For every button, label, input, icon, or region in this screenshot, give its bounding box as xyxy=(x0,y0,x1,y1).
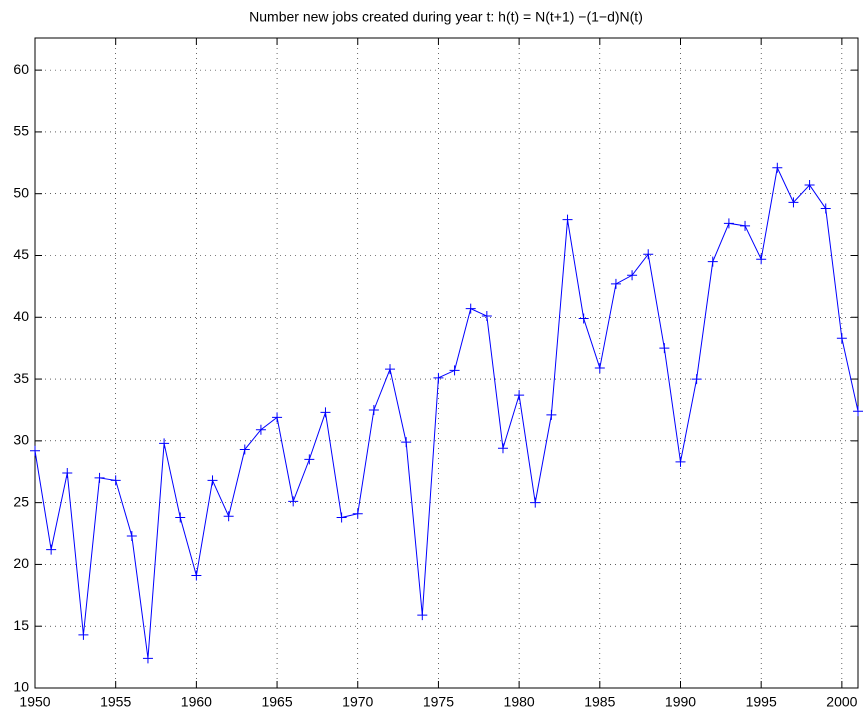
data-marker xyxy=(352,508,363,519)
data-marker xyxy=(756,254,767,265)
data-marker xyxy=(94,472,105,483)
data-marker xyxy=(223,511,234,522)
data-marker xyxy=(497,443,508,454)
data-marker xyxy=(530,497,541,508)
data-marker xyxy=(142,653,153,664)
data-marker xyxy=(239,444,250,455)
data-marker xyxy=(417,610,428,621)
y-tick-label: 30 xyxy=(13,432,29,448)
data-marker xyxy=(159,438,170,449)
y-tick-label: 60 xyxy=(13,61,29,77)
y-tick-label: 35 xyxy=(13,370,29,386)
x-tick-label: 1995 xyxy=(746,694,777,710)
x-tick-label: 1965 xyxy=(261,694,292,710)
data-marker xyxy=(126,531,137,542)
data-marker xyxy=(723,218,734,229)
data-marker xyxy=(691,374,702,385)
data-line xyxy=(34,166,859,659)
x-tick-label: 1950 xyxy=(19,694,50,710)
data-marker xyxy=(610,278,621,289)
data-marker xyxy=(272,412,283,423)
data-marker xyxy=(772,162,783,173)
data-marker xyxy=(465,303,476,314)
data-marker xyxy=(78,629,89,640)
plot-area xyxy=(35,38,858,688)
data-marker xyxy=(288,496,299,507)
y-tick-label: 40 xyxy=(13,308,29,324)
data-marker xyxy=(804,180,815,191)
data-marker xyxy=(175,512,186,523)
data-marker xyxy=(853,406,863,417)
data-marker xyxy=(46,544,57,555)
data-marker xyxy=(562,214,573,225)
x-tick-label: 1955 xyxy=(100,694,131,710)
data-marker xyxy=(820,203,831,214)
data-marker xyxy=(401,437,412,448)
x-tick-label: 1980 xyxy=(504,694,535,710)
y-tick-label: 15 xyxy=(13,617,29,633)
data-marker xyxy=(191,570,202,581)
y-tick-label: 10 xyxy=(13,679,29,695)
data-marker xyxy=(207,475,218,486)
data-marker xyxy=(255,424,266,435)
data-marker xyxy=(788,197,799,208)
y-tick-label: 55 xyxy=(13,123,29,139)
data-marker xyxy=(643,249,654,260)
x-tick-label: 1990 xyxy=(665,694,696,710)
y-tick-label: 20 xyxy=(13,555,29,571)
x-tick-label: 1975 xyxy=(423,694,454,710)
chart-title: Number new jobs created during year t: h… xyxy=(249,9,643,25)
data-marker xyxy=(594,362,605,373)
data-marker xyxy=(449,365,460,376)
data-marker xyxy=(707,256,718,267)
data-marker xyxy=(30,445,40,456)
data-marker xyxy=(481,311,492,322)
data-marker xyxy=(675,456,686,467)
data-marker xyxy=(110,475,121,486)
y-tick-label: 25 xyxy=(13,493,29,509)
x-tick-label: 1985 xyxy=(584,694,615,710)
data-marker xyxy=(546,409,557,420)
y-tick-label: 50 xyxy=(13,184,29,200)
data-marker xyxy=(433,372,444,383)
data-marker xyxy=(578,313,589,324)
data-marker xyxy=(336,512,347,523)
data-marker xyxy=(385,364,396,375)
x-tick-label: 1960 xyxy=(181,694,212,710)
data-marker xyxy=(627,270,638,281)
data-marker xyxy=(320,407,331,418)
data-marker xyxy=(514,390,525,401)
data-marker xyxy=(659,343,670,354)
x-tick-label: 1970 xyxy=(342,694,373,710)
y-tick-label: 45 xyxy=(13,246,29,262)
x-tick-label: 2000 xyxy=(826,694,857,710)
data-marker xyxy=(304,454,315,465)
data-marker xyxy=(62,467,73,478)
axes-box xyxy=(34,37,859,689)
data-marker xyxy=(740,220,751,231)
data-marker xyxy=(368,404,379,415)
data-marker xyxy=(836,333,847,344)
